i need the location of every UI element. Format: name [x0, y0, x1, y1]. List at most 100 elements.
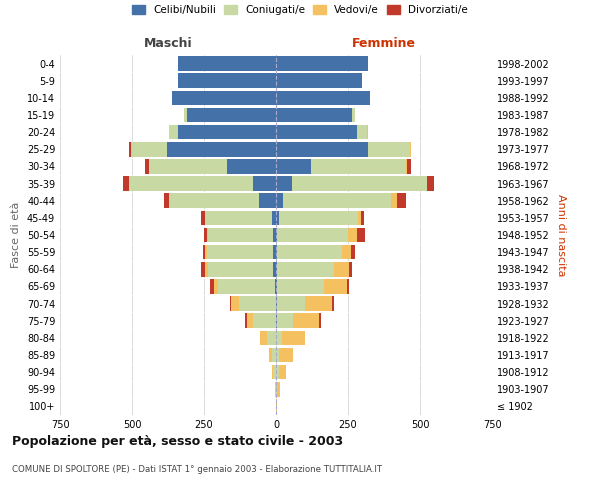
Bar: [323, 279, 347, 293]
Bar: [276, 245, 277, 260]
Y-axis label: Anni di nascita: Anni di nascita: [556, 194, 566, 276]
Bar: [277, 296, 305, 311]
Y-axis label: Fasce di età: Fasce di età: [11, 202, 21, 268]
Bar: [279, 348, 293, 362]
Bar: [361, 210, 364, 225]
Bar: [276, 125, 356, 140]
Bar: [358, 210, 361, 225]
Bar: [214, 279, 218, 293]
Bar: [227, 159, 276, 174]
Bar: [273, 228, 276, 242]
Bar: [184, 108, 187, 122]
Bar: [319, 314, 320, 328]
Bar: [305, 296, 332, 311]
Bar: [169, 125, 178, 140]
Bar: [368, 142, 410, 156]
Bar: [277, 279, 323, 293]
Bar: [210, 279, 214, 293]
Bar: [276, 330, 282, 345]
Bar: [259, 194, 276, 208]
Bar: [282, 330, 305, 345]
Bar: [247, 314, 253, 328]
Bar: [178, 56, 276, 71]
Bar: [293, 314, 319, 328]
Bar: [204, 228, 207, 242]
Bar: [347, 279, 349, 293]
Bar: [124, 176, 129, 191]
Bar: [352, 108, 355, 122]
Bar: [207, 228, 208, 242]
Bar: [272, 365, 273, 380]
Bar: [410, 142, 412, 156]
Text: COMUNE DI SPOLTORE (PE) - Dati ISTAT 1° gennaio 2003 - Elaborazione TUTTITALIA.I: COMUNE DI SPOLTORE (PE) - Dati ISTAT 1° …: [12, 465, 382, 474]
Text: Femmine: Femmine: [352, 37, 416, 50]
Text: Maschi: Maschi: [143, 37, 193, 50]
Bar: [205, 262, 208, 276]
Bar: [332, 296, 334, 311]
Bar: [187, 108, 276, 122]
Bar: [276, 56, 368, 71]
Bar: [277, 314, 293, 328]
Bar: [207, 245, 273, 260]
Bar: [348, 228, 356, 242]
Bar: [129, 142, 131, 156]
Bar: [276, 314, 277, 328]
Bar: [367, 125, 368, 140]
Bar: [279, 210, 358, 225]
Bar: [342, 245, 351, 260]
Bar: [276, 74, 362, 88]
Bar: [164, 194, 169, 208]
Bar: [208, 262, 273, 276]
Bar: [407, 159, 412, 174]
Bar: [218, 279, 275, 293]
Bar: [272, 210, 276, 225]
Bar: [276, 348, 279, 362]
Bar: [232, 296, 239, 311]
Bar: [272, 348, 276, 362]
Bar: [277, 382, 280, 396]
Bar: [205, 210, 272, 225]
Bar: [277, 245, 342, 260]
Bar: [277, 262, 334, 276]
Bar: [208, 228, 273, 242]
Legend: Celibi/Nubili, Coniugati/e, Vedovi/e, Divorziati/e: Celibi/Nubili, Coniugati/e, Vedovi/e, Di…: [132, 5, 468, 15]
Bar: [268, 330, 276, 345]
Bar: [269, 348, 272, 362]
Bar: [129, 176, 253, 191]
Bar: [391, 194, 397, 208]
Bar: [205, 245, 207, 260]
Bar: [167, 142, 276, 156]
Bar: [276, 279, 277, 293]
Bar: [172, 90, 276, 105]
Bar: [276, 365, 279, 380]
Bar: [178, 125, 276, 140]
Bar: [169, 194, 259, 208]
Bar: [351, 245, 355, 260]
Bar: [253, 176, 276, 191]
Bar: [145, 159, 149, 174]
Bar: [276, 194, 283, 208]
Bar: [276, 90, 370, 105]
Bar: [334, 262, 349, 276]
Bar: [245, 314, 247, 328]
Bar: [201, 262, 205, 276]
Bar: [276, 142, 368, 156]
Bar: [279, 365, 286, 380]
Bar: [201, 210, 205, 225]
Text: Popolazione per età, sesso e stato civile - 2003: Popolazione per età, sesso e stato civil…: [12, 435, 343, 448]
Bar: [275, 279, 276, 293]
Bar: [276, 228, 277, 242]
Bar: [131, 142, 132, 156]
Bar: [276, 262, 277, 276]
Bar: [273, 365, 276, 380]
Bar: [132, 142, 167, 156]
Bar: [276, 176, 292, 191]
Bar: [276, 382, 277, 396]
Bar: [427, 176, 434, 191]
Bar: [349, 262, 352, 276]
Bar: [178, 74, 276, 88]
Bar: [253, 314, 276, 328]
Bar: [273, 262, 276, 276]
Bar: [230, 296, 232, 311]
Bar: [276, 296, 277, 311]
